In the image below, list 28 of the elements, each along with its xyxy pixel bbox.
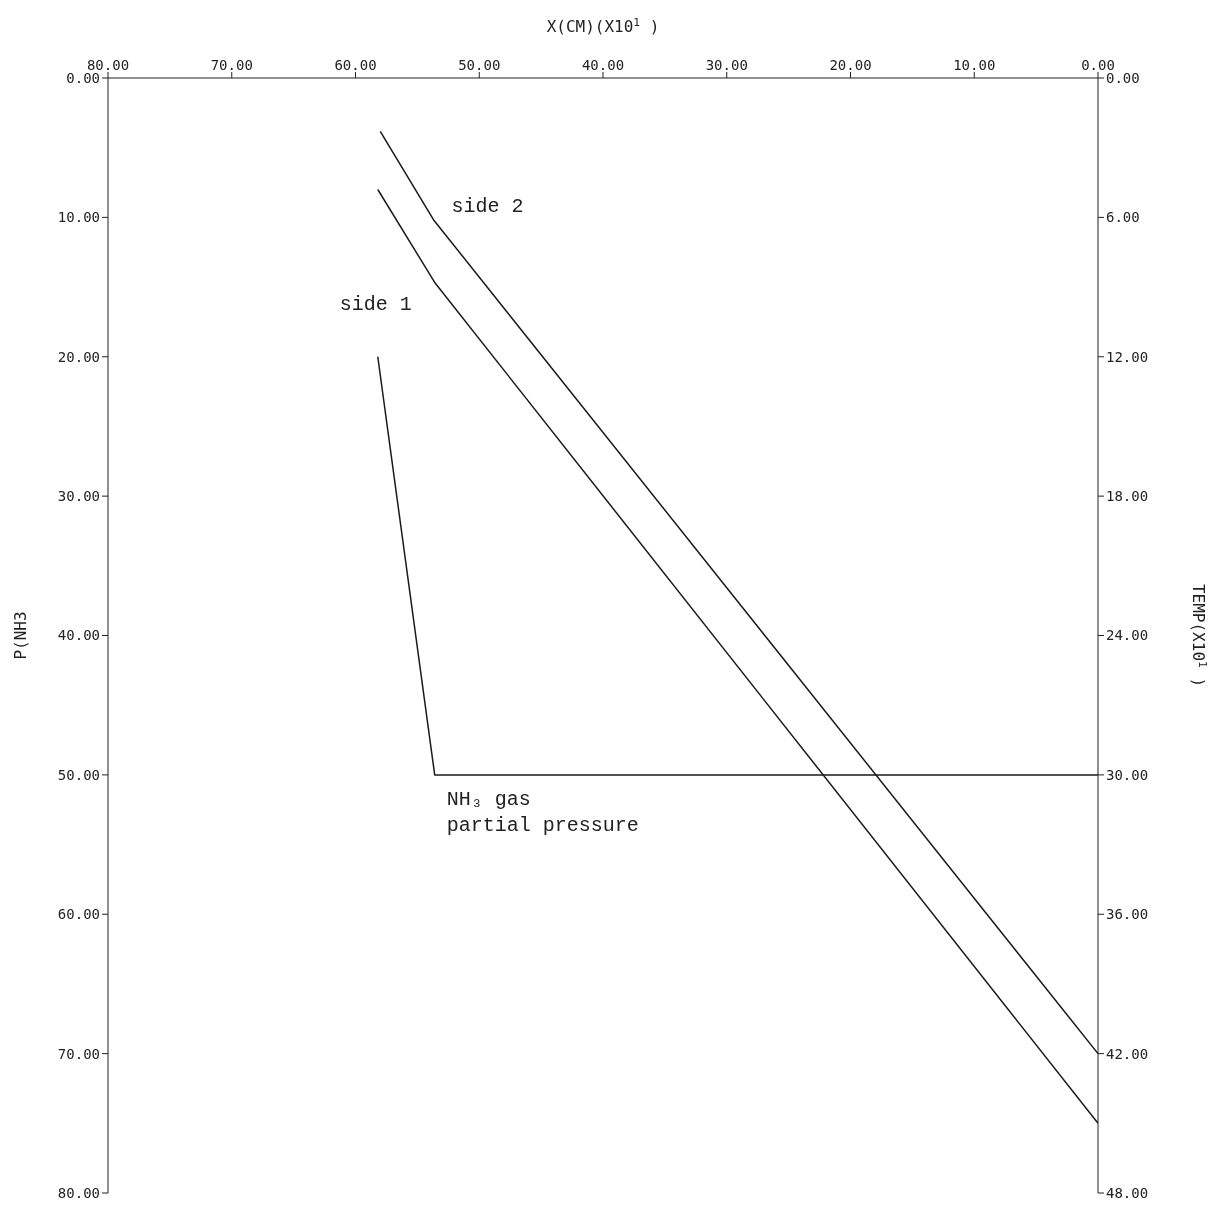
x-tick-label: 70.00 (210, 57, 253, 73)
x-axis-title: X(CM)(X10$^{1}$ ) (546, 15, 660, 36)
y-tick-label: 60.00 (57, 906, 100, 923)
x-tick-label: 50.00 (458, 57, 501, 73)
y2-tick-label: 24.00 (1106, 627, 1149, 644)
series-label: NH₃ gas partial pressure (446, 787, 639, 837)
y-tick-label: 10.00 (57, 209, 100, 226)
y-tick-label: 30.00 (57, 488, 100, 505)
x-tick-label: 60.00 (334, 57, 377, 73)
y-tick-label: 20.00 (57, 348, 100, 365)
y-tick-label: 80.00 (57, 1184, 100, 1201)
y2-tick-label: 12.00 (1106, 348, 1149, 365)
y-tick-label: 70.00 (57, 1045, 100, 1062)
series-label: side 1 (339, 293, 412, 317)
x-tick-label: 20.00 (829, 57, 872, 73)
y2-tick-label: 30.00 (1106, 766, 1149, 783)
y2-tick-label: 36.00 (1106, 906, 1149, 923)
y2-tick-label: 6.00 (1106, 209, 1140, 226)
y2-tick-label: 48.00 (1106, 1184, 1149, 1201)
y-tick-label: 40.00 (57, 627, 100, 644)
series-label: side 2 (451, 194, 524, 218)
y-axis-title: P(NH3 (11, 611, 30, 660)
y-tick-label: 50.00 (57, 766, 100, 783)
y2-tick-label: 42.00 (1106, 1045, 1149, 1062)
x-tick-label: 30.00 (705, 57, 748, 73)
x-tick-label: 40.00 (581, 57, 625, 73)
y2-tick-label: 18.00 (1106, 488, 1149, 505)
x-tick-label: 10.00 (953, 57, 996, 73)
